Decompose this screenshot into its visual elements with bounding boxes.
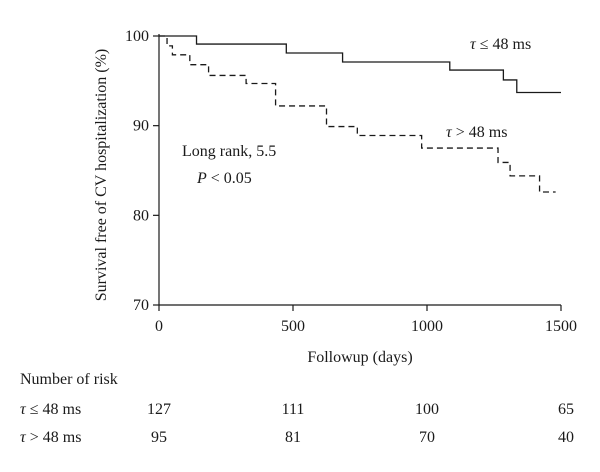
risk-value: 65 <box>558 401 574 418</box>
y-tick-label: 100 <box>125 28 149 45</box>
risk-row-label-text: > 48 ms <box>25 429 82 446</box>
risk-value: 70 <box>419 429 435 446</box>
series-label-tau-le-48: τ ≤ 48 ms <box>470 36 531 53</box>
risk-row-label-tau-gt-48: τ > 48 ms <box>20 429 81 447</box>
series-label-tau-gt-48: τ > 48 ms <box>446 124 507 141</box>
series-line-tau-le-48 <box>159 35 561 94</box>
risk-value: 100 <box>415 401 439 418</box>
risk-value: 81 <box>285 429 301 446</box>
risk-row-label-tau-le-48: τ ≤ 48 ms <box>20 401 81 419</box>
y-tick-label: 70 <box>133 297 149 314</box>
y-axis-label: Survival free of CV hospitalization (%) <box>93 49 110 302</box>
x-axis-label: Followup (days) <box>307 349 412 366</box>
risk-value: 40 <box>558 429 574 446</box>
risk-row-label-text: ≤ 48 ms <box>25 401 82 418</box>
risk-row-tau-symbol: τ <box>20 401 26 418</box>
y-tick-label: 90 <box>133 118 149 135</box>
risk-row-tau-symbol: τ <box>20 429 26 446</box>
series-layer <box>159 35 561 193</box>
risk-value: 127 <box>147 401 171 418</box>
series-line-tau-gt-48 <box>159 35 556 193</box>
test-annotation-line2: P < 0.05 <box>196 170 252 187</box>
y-tick-label: 80 <box>133 207 149 224</box>
x-tick-label: 0 <box>155 318 163 335</box>
risk-table-title: Number of risk <box>20 371 118 388</box>
x-tick-label: 1500 <box>545 318 577 335</box>
risk-value: 111 <box>281 401 305 418</box>
x-tick-label: 500 <box>281 318 305 335</box>
test-annotation-line1: Long rank, 5.5 <box>182 143 276 160</box>
x-tick-label: 1000 <box>411 318 443 335</box>
risk-value: 95 <box>151 429 167 446</box>
